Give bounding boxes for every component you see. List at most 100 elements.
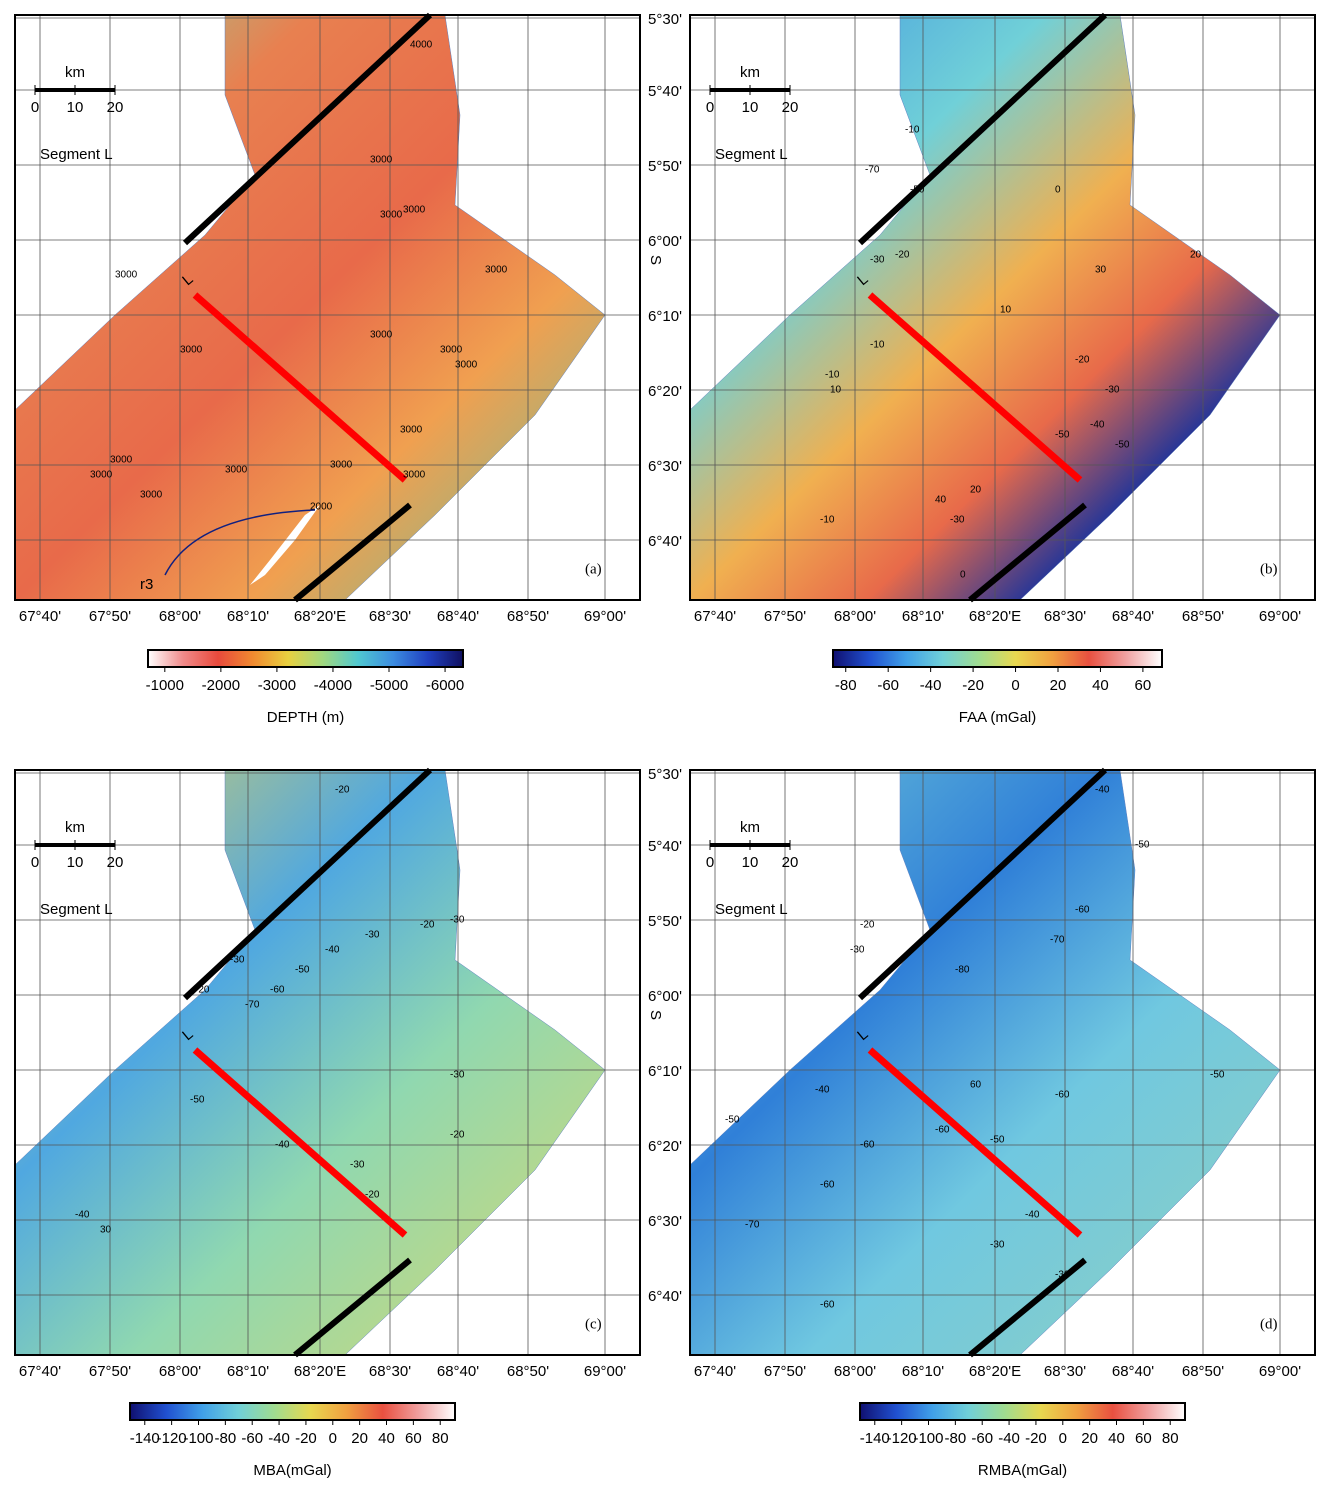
- colorbar-tick-label: 0: [329, 1430, 337, 1447]
- contour-label: -70: [245, 1000, 260, 1011]
- colorbar-tick-label: 80: [1162, 1430, 1179, 1447]
- contour-label: -50: [1135, 840, 1150, 851]
- contour-label: -50: [910, 185, 925, 196]
- colorbar-title: DEPTH (m): [267, 709, 345, 726]
- lat-hemisphere: S: [647, 1010, 664, 1020]
- lon-label: 67°40': [19, 1363, 61, 1380]
- colorbar: [130, 1403, 455, 1420]
- contour-label: -30: [230, 955, 245, 966]
- panel-label: (b): [1260, 561, 1278, 577]
- colorbar-tick-label: 40: [1108, 1430, 1125, 1447]
- lat-label: 5°30': [648, 766, 682, 783]
- lat-label: 6°40': [648, 533, 682, 550]
- segment-label: Segment L: [715, 901, 788, 918]
- scale-tick-label: 10: [742, 854, 759, 871]
- colorbar-tick-label: 40: [1092, 677, 1109, 694]
- scale-tick-label: 20: [782, 99, 799, 116]
- contour-label: -60: [270, 985, 285, 996]
- contour-label: -20: [365, 1190, 380, 1201]
- colorbar-tick-label: -4000: [314, 677, 352, 694]
- map-panel: L-40-50-60-70-80-30-2060-50-60-60-60-50-…: [690, 770, 1315, 1355]
- lat-label: 6°10': [648, 1063, 682, 1080]
- colorbar-tick-label: -60: [241, 1430, 263, 1447]
- colorbar-tick-label: -20: [1025, 1430, 1047, 1447]
- colorbar-title: RMBA(mGal): [978, 1462, 1067, 1479]
- scale-tick-label: 20: [782, 854, 799, 871]
- lat-label: 6°00': [648, 233, 682, 250]
- colorbar-tick-label: 20: [1081, 1430, 1098, 1447]
- lon-label: 68°30': [1044, 608, 1086, 625]
- lon-label: 68°30': [369, 1363, 411, 1380]
- lon-label: 69°00': [1259, 608, 1301, 625]
- colorbar-tick-label: -80: [835, 677, 857, 694]
- lon-label: 68°00': [159, 608, 201, 625]
- contour-label: -10: [820, 515, 835, 526]
- contour-label: 3000: [403, 205, 426, 216]
- colorbar-tick-label: -20: [295, 1430, 317, 1447]
- contour-label: -40: [275, 1140, 290, 1151]
- contour-label: -10: [825, 370, 840, 381]
- contour-label: 3000: [400, 425, 423, 436]
- colorbar-tick-label: -80: [945, 1430, 967, 1447]
- lon-label: 68°10': [227, 608, 269, 625]
- contour-label: -20: [420, 920, 435, 931]
- contour-label: -30: [870, 255, 885, 266]
- colorbar-tick-label: -120: [157, 1430, 187, 1447]
- colorbar-tick-label: -3000: [258, 677, 296, 694]
- lon-label: 68°30': [1044, 1363, 1086, 1380]
- contour-label: -50: [990, 1135, 1005, 1146]
- lon-label: 67°50': [89, 608, 131, 625]
- contour-label: 3000: [110, 455, 133, 466]
- lat-label: 6°20': [648, 1138, 682, 1155]
- colorbar-tick-label: 40: [378, 1430, 395, 1447]
- segment-label: Segment L: [40, 146, 113, 163]
- contour-label: 40: [935, 495, 947, 506]
- contour-label: 4000: [410, 40, 433, 51]
- lat-label: 5°30': [648, 11, 682, 28]
- colorbar-tick-label: 60: [1135, 677, 1152, 694]
- colorbar-tick-label: -5000: [370, 677, 408, 694]
- lat-label: 6°20': [648, 383, 682, 400]
- colorbar-tick-label: -140: [860, 1430, 890, 1447]
- panel-label: (c): [585, 1316, 602, 1332]
- lon-label: 68°10': [902, 608, 944, 625]
- contour-label: -30: [850, 945, 865, 956]
- lon-label: 67°40': [694, 608, 736, 625]
- colorbar-title: MBA(mGal): [253, 1462, 331, 1479]
- contour-label: -40: [1095, 785, 1110, 796]
- contour-label: 3000: [370, 330, 393, 341]
- contour-label: -60: [1075, 905, 1090, 916]
- contour-label: -20: [450, 1130, 465, 1141]
- colorbar: [833, 650, 1162, 667]
- lat-label: 5°40': [648, 838, 682, 855]
- colorbar-tick-label: 0: [1011, 677, 1019, 694]
- contour-label: -80: [955, 965, 970, 976]
- contour-label: -60: [860, 1140, 875, 1151]
- contour-label: 60: [970, 1080, 982, 1091]
- lat-hemisphere: S: [647, 255, 664, 265]
- contour-label: -60: [935, 1125, 950, 1136]
- lon-label: 68°20'E: [969, 608, 1021, 625]
- scale-title: km: [740, 64, 760, 81]
- contour-label: -30: [450, 915, 465, 926]
- contour-label: 30: [100, 1225, 112, 1236]
- lon-label: 67°50': [89, 1363, 131, 1380]
- lon-label: 67°50': [764, 608, 806, 625]
- scale-title: km: [65, 819, 85, 836]
- lat-label: 5°40': [648, 83, 682, 100]
- lon-label: 67°40': [19, 608, 61, 625]
- contour-label: -50: [295, 965, 310, 976]
- contour-label: -20: [195, 985, 210, 996]
- colorbar-tick-label: -80: [215, 1430, 237, 1447]
- lon-label: 67°40': [694, 1363, 736, 1380]
- lat-label: 6°40': [648, 1288, 682, 1305]
- colorbar: [148, 650, 463, 667]
- lon-label: 68°30': [369, 608, 411, 625]
- colorbar-tick-label: -40: [268, 1430, 290, 1447]
- colorbar-tick-label: 80: [432, 1430, 449, 1447]
- contour-label: 3000: [370, 155, 393, 166]
- scale-title: km: [65, 64, 85, 81]
- scale-tick-label: 10: [67, 854, 84, 871]
- contour-label: -60: [820, 1180, 835, 1191]
- contour-label: -50: [190, 1095, 205, 1106]
